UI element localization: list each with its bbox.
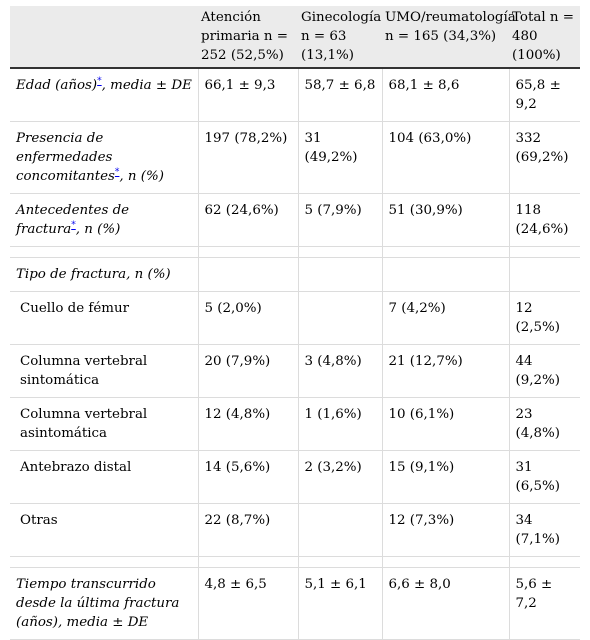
table-cell: 332 (69,2%) (509, 121, 580, 194)
table-cell: 23 (4,8%) (509, 397, 580, 451)
table-cell: 2 (3,2%) (298, 450, 383, 504)
table-cell: 12 (4,8%) (198, 397, 299, 451)
table-cell: 20 (7,9%) (198, 344, 299, 398)
table-cell: 21 (12,7%) (382, 344, 510, 398)
table-row-columna-asintomatica: Columna vertebral asintomática 12 (4,8%)… (10, 397, 580, 451)
table-row-cuello-femur: Cuello de fémur 5 (2,0%) 7 (4,2%) 12 (2,… (10, 291, 580, 345)
table-cell: 31 (49,2%) (298, 121, 383, 194)
table-row-columna-sintomatica: Columna vertebral sintomática 20 (7,9%) … (10, 344, 580, 398)
header-ginecologia: Ginecología n = 63 (13,1%) (298, 6, 382, 69)
table-cell: 10 (6,1%) (382, 397, 510, 451)
header-atencion-primaria: Atención primaria n = 252 (52,5%) (198, 6, 298, 69)
table-cell: 1 (1,6%) (298, 397, 383, 451)
table-cell (298, 291, 383, 345)
table-cell: 51 (30,9%) (382, 193, 510, 247)
table-cell: 5 (2,0%) (198, 291, 299, 345)
table-cell: 44 (9,2%) (509, 344, 580, 398)
table-cell: 197 (78,2%) (198, 121, 299, 194)
table-cell (198, 257, 299, 292)
table-cell: 66,1 ± 9,3 (198, 68, 299, 122)
table-cell: 14 (5,6%) (198, 450, 299, 504)
row-label: Edad (años)*, media ± DE (10, 68, 199, 122)
footnote-link[interactable]: * (71, 220, 76, 231)
table-cell: 118 (24,6%) (509, 193, 580, 247)
table-cell: 62 (24,6%) (198, 193, 299, 247)
table-row-edad: Edad (años)*, media ± DE 66,1 ± 9,3 58,7… (10, 68, 580, 122)
table-row-antecedentes: Antecedentes de fractura*, n (%) 62 (24,… (10, 193, 580, 247)
table-cell (298, 503, 383, 557)
table-cell: 5 (7,9%) (298, 193, 383, 247)
header-umo-reumatologia: UMO/reumatología n = 165 (34,3%) (382, 6, 516, 69)
label-suffix: , n (%) (119, 169, 164, 184)
table-row-tipo-fractura: Tipo de fractura, n (%) (10, 257, 580, 292)
label-text: Antecedentes de fractura (16, 203, 130, 237)
table-cell: 65,8 ± 9,2 (509, 68, 580, 122)
header-row: Atención primaria n = 252 (52,5%) Gineco… (10, 6, 580, 69)
label-suffix: , n (%) (75, 222, 121, 237)
table-cell: 3 (4,8%) (298, 344, 383, 398)
table-cell: 58,7 ± 6,8 (298, 68, 383, 122)
table-cell (382, 257, 510, 292)
row-label: Antebrazo distal (10, 450, 199, 504)
label-suffix: , media ± DE (101, 78, 192, 93)
label-text: Edad (años) (16, 78, 98, 93)
table-cell: 12 (2,5%) (509, 291, 580, 345)
table-cell: 34 (7,1%) (509, 503, 580, 557)
table-cell: 15 (9,1%) (382, 450, 510, 504)
row-label: Otras (10, 503, 199, 557)
table-cell: 22 (8,7%) (198, 503, 299, 557)
table-row-enfermedades: Presencia de enfermedades concomitantes*… (10, 121, 580, 194)
row-label: Antecedentes de fractura*, n (%) (10, 193, 199, 247)
table-cell: 104 (63,0%) (382, 121, 510, 194)
table-row-antebrazo: Antebrazo distal 14 (5,6%) 2 (3,2%) 15 (… (10, 450, 580, 504)
table-cell: 31 (6,5%) (509, 450, 580, 504)
label-text: Presencia de enfermedades concomitantes (16, 131, 115, 184)
table-cell: 7 (4,2%) (382, 291, 510, 345)
row-label: Presencia de enfermedades concomitantes*… (10, 121, 199, 194)
header-total: Total n = 480 (100%) (509, 6, 580, 69)
table-cell (298, 257, 383, 292)
footnote-link[interactable]: * (114, 167, 120, 178)
spacer-row (10, 556, 580, 568)
row-label: Cuello de fémur (10, 291, 199, 345)
data-table: Atención primaria n = 252 (52,5%) Gineco… (10, 6, 580, 640)
row-label: Columna vertebral asintomática (10, 397, 199, 451)
table-cell: 12 (7,3%) (382, 503, 510, 557)
row-label: Tipo de fractura, n (%) (10, 257, 199, 292)
row-label: Columna vertebral sintomática (10, 344, 199, 398)
table-cell: 68,1 ± 8,6 (382, 68, 510, 122)
table-cell (509, 257, 580, 292)
header-cell-empty (10, 6, 198, 69)
footnote-link[interactable]: * (97, 76, 102, 87)
spacer-row (10, 246, 580, 258)
table-row-otras: Otras 22 (8,7%) 12 (7,3%) 34 (7,1%) (10, 503, 580, 557)
